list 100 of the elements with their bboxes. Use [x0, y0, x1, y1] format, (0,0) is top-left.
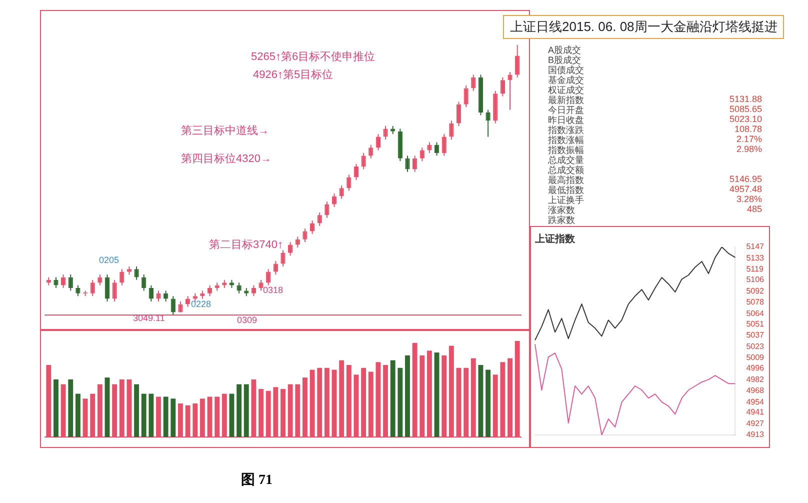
- category-label: 指数涨幅: [548, 134, 584, 145]
- candlestick: [170, 296, 176, 316]
- y-tick-label: 4982: [746, 374, 765, 384]
- candlestick: [508, 72, 512, 110]
- bar: [104, 377, 110, 437]
- candlestick: [90, 279, 95, 297]
- category-label: 指数振幅: [548, 144, 584, 155]
- candlestick: [361, 152, 366, 170]
- candlestick: [112, 279, 117, 302]
- annotation: 5265↑第6目标不使申推位: [251, 50, 376, 64]
- text: 3.28%: [736, 194, 762, 204]
- candlestick: [471, 74, 476, 92]
- annotation: 0309: [237, 315, 258, 325]
- chart-title: 上证指数: [534, 232, 576, 245]
- y-tick-label: 5078: [746, 298, 765, 307]
- y-tick-label: 4941: [746, 408, 765, 417]
- candlestick: [310, 220, 315, 234]
- candlestick: [104, 274, 110, 302]
- candlestick: [266, 268, 271, 286]
- y-tick-label: 4996: [746, 364, 765, 373]
- y-tick-label: 5133: [746, 253, 765, 262]
- y-tick-label: 5119: [746, 264, 764, 274]
- candlestick: [486, 109, 490, 138]
- candlestick: [156, 290, 161, 302]
- y-tick-label: 5147: [746, 242, 765, 252]
- text: 5023.10: [729, 114, 762, 124]
- category-label: A股成交: [548, 44, 582, 55]
- bar: [486, 370, 491, 437]
- candlestick: [332, 193, 337, 208]
- bar: [478, 365, 484, 437]
- candlestick: [500, 76, 505, 97]
- candlestick: [273, 260, 278, 275]
- category-label: 今日开盘: [548, 104, 584, 115]
- candlestick: [324, 201, 330, 218]
- candlestick: [98, 274, 102, 286]
- candlestick: [76, 284, 80, 297]
- category-label: 昨日收盘: [548, 114, 584, 125]
- y-tick-label: 4968: [746, 386, 765, 396]
- candlestick: [68, 274, 73, 292]
- candlestick: [434, 142, 440, 156]
- bar: [134, 384, 140, 437]
- annotation: 0228: [191, 299, 212, 309]
- text: 485: [746, 204, 762, 214]
- annotation: 3049.11: [133, 313, 165, 323]
- text: 2.98%: [736, 144, 762, 154]
- y-tick-label: 5051: [746, 319, 765, 328]
- bar: [434, 352, 440, 437]
- candlestick: [368, 144, 374, 159]
- bar: [75, 394, 80, 437]
- candlestick: [339, 184, 344, 200]
- category-label: 基金成交: [548, 74, 584, 85]
- candlestick: [148, 284, 154, 302]
- y-tick-label: 5023: [746, 342, 765, 351]
- bar: [390, 360, 396, 437]
- candlestick: [412, 155, 418, 172]
- bar: [54, 379, 58, 437]
- bar: [229, 394, 234, 437]
- candlestick: [456, 101, 462, 126]
- category-label: 总成交额: [548, 164, 584, 175]
- category-label: B股成交: [548, 54, 582, 65]
- y-tick-label: 4913: [746, 430, 765, 440]
- candlestick: [302, 228, 308, 243]
- candlestick: [142, 274, 146, 292]
- bar: [163, 396, 168, 437]
- candlestick: [280, 250, 286, 267]
- candlestick: [134, 266, 139, 280]
- candlestick: [376, 134, 381, 151]
- annotation: 0205: [99, 255, 120, 265]
- candlestick: [317, 212, 322, 226]
- candlestick: [258, 279, 264, 292]
- category-label: 总成交量: [548, 154, 584, 165]
- candlestick: [383, 126, 388, 140]
- category-label: 最高指数: [548, 174, 584, 185]
- text: 108.78: [734, 124, 762, 134]
- text: 5131.88: [729, 94, 762, 104]
- y-tick-label: 4927: [746, 418, 765, 428]
- candlestick: [54, 276, 58, 288]
- category-label: 跌家数: [548, 214, 575, 225]
- candlestick: [120, 268, 124, 286]
- y-tick-label: 4954: [746, 397, 765, 406]
- annotation: 第三目标中道线→: [181, 124, 269, 138]
- y-tick-label: 5037: [746, 330, 765, 340]
- bar: [244, 384, 249, 437]
- candlestick: [346, 174, 352, 192]
- category-label: 国债成交: [548, 64, 584, 75]
- category-label: 上证换手: [548, 194, 584, 205]
- annotation: 4926↑第5目标位: [253, 68, 334, 82]
- text: 5146.95: [729, 174, 762, 184]
- candlestick: [515, 44, 520, 78]
- bar: [148, 394, 154, 437]
- category-label: 涨家数: [548, 204, 575, 215]
- candlestick: [427, 142, 432, 154]
- category-label: 权证成交: [548, 84, 584, 95]
- candlestick: [464, 85, 468, 108]
- candlestick: [442, 134, 446, 156]
- category-label: 最新指数: [548, 94, 584, 105]
- bar: [405, 355, 410, 437]
- text: 上证日线2015. 06. 08周一大金融沿灯塔线挺进: [503, 15, 784, 39]
- text: 4957.48: [729, 184, 762, 194]
- category-label: 最低指数: [548, 184, 584, 195]
